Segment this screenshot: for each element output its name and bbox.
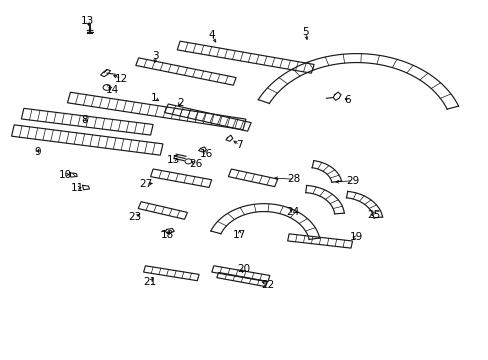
Text: 22: 22 xyxy=(261,280,274,290)
Text: 7: 7 xyxy=(236,140,243,150)
Text: 2: 2 xyxy=(177,98,183,108)
Text: 21: 21 xyxy=(142,277,156,287)
Text: 19: 19 xyxy=(349,232,363,242)
Text: 3: 3 xyxy=(152,51,159,61)
Text: 26: 26 xyxy=(189,159,202,169)
Text: 14: 14 xyxy=(106,85,119,95)
Text: 1: 1 xyxy=(151,93,157,103)
Text: 9: 9 xyxy=(34,147,41,157)
Text: 20: 20 xyxy=(237,264,249,274)
Text: 13: 13 xyxy=(81,17,94,27)
Text: 24: 24 xyxy=(286,207,299,217)
Text: 8: 8 xyxy=(81,115,88,125)
Text: 16: 16 xyxy=(200,149,213,159)
Text: 5: 5 xyxy=(302,27,308,37)
Text: 15: 15 xyxy=(167,155,180,165)
Text: 27: 27 xyxy=(139,179,152,189)
Text: 4: 4 xyxy=(207,30,214,40)
Text: 29: 29 xyxy=(346,176,359,186)
Text: 6: 6 xyxy=(344,95,350,105)
Text: 23: 23 xyxy=(128,212,141,221)
Text: 17: 17 xyxy=(232,230,246,239)
Text: 18: 18 xyxy=(161,230,174,239)
Text: 11: 11 xyxy=(71,183,84,193)
Text: 25: 25 xyxy=(366,210,380,220)
Text: 12: 12 xyxy=(115,74,128,84)
Text: 10: 10 xyxy=(59,170,71,180)
Text: 28: 28 xyxy=(287,174,300,184)
